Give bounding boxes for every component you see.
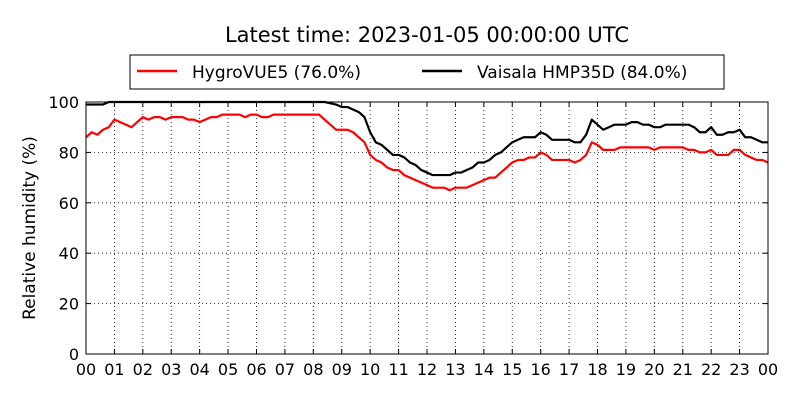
legend-label-hygrovue5: HygroVUE5 (76.0%)	[192, 63, 361, 83]
plot-frame	[85, 101, 769, 355]
x-tick-label: 21	[673, 360, 693, 379]
x-tick-label: 17	[559, 360, 579, 379]
y-axis-label: Relative humidity (%)	[20, 136, 40, 320]
y-tick-label: 20	[59, 295, 79, 314]
y-tick-label: 80	[59, 143, 79, 162]
x-tick-label: 05	[218, 360, 238, 379]
x-tick-label: 10	[360, 360, 380, 379]
grid	[86, 102, 768, 354]
x-tick-label: 04	[189, 360, 209, 379]
x-tick-label: 12	[417, 360, 437, 379]
x-tick-label: 01	[104, 360, 124, 379]
x-tick-label: 23	[729, 360, 749, 379]
chart-title: Latest time: 2023-01-05 00:00:00 UTC	[225, 23, 629, 47]
x-tick-label: 00	[758, 360, 778, 379]
y-tick-label: 100	[48, 93, 79, 112]
x-tick-label: 15	[502, 360, 522, 379]
x-tick-label: 02	[133, 360, 153, 379]
x-tick-label: 09	[332, 360, 352, 379]
x-tick-label: 11	[388, 360, 408, 379]
y-tick-label: 0	[69, 345, 79, 364]
x-tick-label: 08	[303, 360, 323, 379]
x-tick-label: 14	[474, 360, 494, 379]
y-tick-label: 60	[59, 194, 79, 213]
x-tick-label: 19	[616, 360, 636, 379]
x-tick-label: 03	[161, 360, 181, 379]
x-tick-label: 18	[587, 360, 607, 379]
legend: HygroVUE5 (76.0%) Vaisala HMP35D (84.0%)	[129, 54, 725, 90]
x-tick-label: 13	[445, 360, 465, 379]
x-tick-label: 06	[246, 360, 266, 379]
x-tick-label: 07	[275, 360, 295, 379]
x-axis-ticks: 00 01 02 03 04 05 06 07 08 09 10 11 12 13 14 15 16 17 18 19…	[76, 102, 778, 379]
legend-label-vaisala: Vaisala HMP35D (84.0%)	[477, 63, 687, 83]
series-line-hygrovue5	[85, 113, 769, 192]
x-tick-label: 22	[701, 360, 721, 379]
x-tick-label: 16	[530, 360, 550, 379]
x-tick-label: 00	[76, 360, 96, 379]
x-tick-label: 20	[644, 360, 664, 379]
y-axis-ticks: 0 20 40 60 80 100	[48, 93, 768, 364]
y-tick-label: 40	[59, 244, 79, 263]
